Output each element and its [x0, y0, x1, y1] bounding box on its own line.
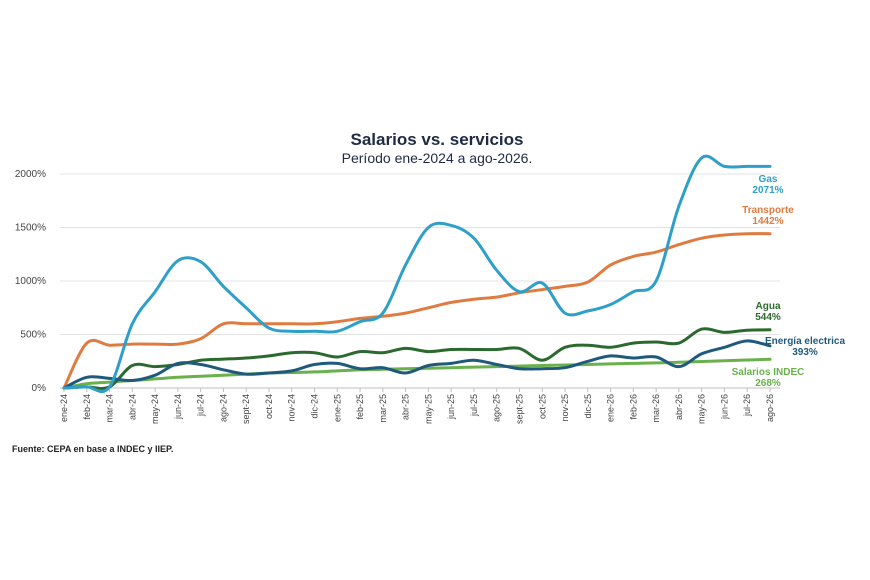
series-value-salarios-indec: 268%	[755, 378, 781, 389]
x-tick-label: ene-24	[59, 394, 69, 422]
chart-subtitle: Período ene-2024 a ago-2026.	[342, 150, 533, 166]
x-tick-label: mar-26	[651, 394, 661, 423]
x-tick-label: jul-25	[469, 394, 479, 417]
x-tick-label: dic-25	[583, 394, 593, 419]
x-tick-label: feb-24	[82, 394, 92, 420]
x-tick-label: abr-24	[127, 394, 137, 420]
x-tick-label: jul-24	[196, 394, 206, 417]
x-tick-label: feb-26	[628, 394, 638, 420]
series-name-transporte: Transporte	[742, 205, 794, 216]
series-line-energ-a-electrica	[62, 339, 772, 390]
series-line-agua	[62, 327, 772, 390]
x-tick-label: sept-25	[514, 394, 524, 424]
x-tick-label: mar-25	[378, 394, 388, 423]
series-name-agua: Agua	[756, 301, 781, 312]
y-tick-label: 500%	[20, 330, 46, 341]
series-lines	[62, 154, 772, 394]
series-line-transporte	[62, 232, 772, 390]
x-tick-label: ene-26	[606, 394, 616, 422]
series-value-energ-a-electrica: 393%	[792, 347, 818, 358]
series-line-salarios-indec	[62, 357, 772, 390]
y-axis-ticks: 0% 500% 1000% 1500% 2000%	[15, 169, 46, 394]
y-tick-label: 0%	[32, 383, 47, 394]
x-tick-label: oct-25	[537, 394, 547, 419]
x-tick-label: ago-24	[218, 394, 228, 422]
x-tick-label: abr-26	[674, 394, 684, 420]
gridlines	[60, 173, 780, 335]
x-tick-label: nov-25	[560, 394, 570, 422]
x-tick-label: ene-25	[332, 394, 342, 422]
x-axis-ticks: ene-24 feb-24 mar-24 abr-24 may-24 jun-24 jul-…	[59, 388, 775, 424]
x-tick-label: ago-25	[492, 394, 502, 422]
y-tick-label: 2000%	[15, 169, 46, 180]
source-note: Fuente: CEPA en base a INDEC y IIEP.	[12, 444, 173, 454]
x-tick-label: oct-24	[264, 394, 274, 419]
chart-title: Salarios vs. servicios	[351, 130, 524, 149]
series-name-salarios-indec: Salarios INDEC	[732, 367, 805, 378]
series-name-gas: Gas	[759, 174, 778, 185]
x-tick-label: abr-25	[401, 394, 411, 420]
x-tick-label: sept-24	[241, 394, 251, 424]
x-tick-label: may-25	[423, 394, 433, 424]
x-tick-label: jun-26	[719, 394, 729, 420]
series-line-gas	[62, 154, 772, 394]
x-tick-label: ago-26	[765, 394, 775, 422]
x-tick-label: may-26	[697, 394, 707, 424]
x-tick-label: mar-24	[105, 394, 115, 423]
x-tick-label: dic-24	[310, 394, 320, 419]
x-tick-label: nov-24	[287, 394, 297, 422]
y-tick-label: 1000%	[15, 276, 46, 287]
series-value-agua: 544%	[755, 312, 781, 323]
x-tick-label: may-24	[150, 394, 160, 424]
series-name-energ-a-electrica: Energía electrica	[765, 336, 845, 347]
x-tick-label: jun-25	[446, 394, 456, 420]
x-tick-label: jul-26	[742, 394, 752, 417]
series-value-gas: 2071%	[752, 185, 783, 196]
series-value-transporte: 1442%	[752, 216, 783, 227]
x-tick-label: feb-25	[355, 394, 365, 420]
x-tick-label: jun-24	[173, 394, 183, 420]
y-tick-label: 1500%	[15, 223, 46, 234]
